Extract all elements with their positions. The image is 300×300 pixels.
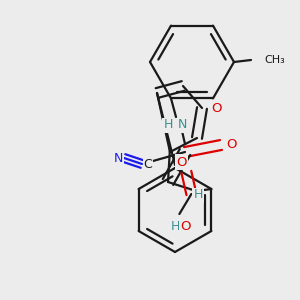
Text: O: O xyxy=(176,155,187,169)
Text: H: H xyxy=(171,220,180,232)
Text: O: O xyxy=(211,101,221,115)
Text: C: C xyxy=(144,158,152,170)
Text: O: O xyxy=(226,139,236,152)
Text: N: N xyxy=(113,152,123,164)
Text: N: N xyxy=(177,118,187,131)
Text: O: O xyxy=(180,220,190,232)
Text: H: H xyxy=(163,118,173,131)
Text: CH₃: CH₃ xyxy=(264,55,285,65)
Text: H: H xyxy=(193,188,203,202)
